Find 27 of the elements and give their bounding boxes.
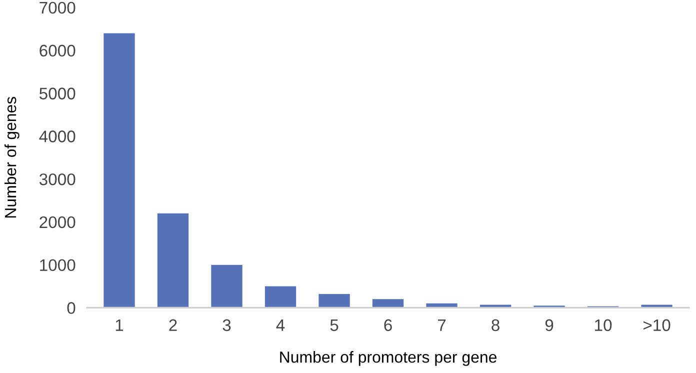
- x-tick-label: 2: [169, 319, 177, 331]
- x-tick-label: 3: [222, 319, 231, 332]
- y-tick-label: 7000: [40, 2, 76, 14]
- bar: [318, 294, 350, 308]
- y-tick-label: 3000: [39, 173, 76, 186]
- bar: [104, 33, 135, 308]
- bar: [157, 213, 189, 308]
- y-axis-title: Number of genes: [4, 96, 20, 218]
- y-tick-label: 4000: [39, 130, 76, 142]
- x-tick-label: >10: [643, 319, 670, 332]
- x-tick-label: 5: [330, 319, 338, 332]
- bar: [264, 286, 296, 308]
- x-tick-label: 6: [384, 319, 392, 332]
- y-tick-label: 5000: [39, 88, 76, 100]
- y-tick-label: 1000: [40, 259, 76, 272]
- bar: [372, 299, 404, 308]
- bar: [211, 264, 242, 308]
- y-tick-label: 0: [67, 302, 76, 314]
- x-axis-title: Number of promoters per gene: [280, 351, 497, 366]
- x-tick-label: 9: [545, 319, 554, 332]
- x-tick-label: 7: [438, 319, 446, 331]
- x-tick-label: 10: [595, 319, 612, 332]
- y-tick-label: 6000: [40, 44, 76, 57]
- x-tick-label: 4: [276, 319, 285, 331]
- x-tick-label: 1: [116, 319, 124, 331]
- y-tick-label: 2000: [40, 216, 76, 228]
- x-tick-label: 8: [492, 319, 500, 332]
